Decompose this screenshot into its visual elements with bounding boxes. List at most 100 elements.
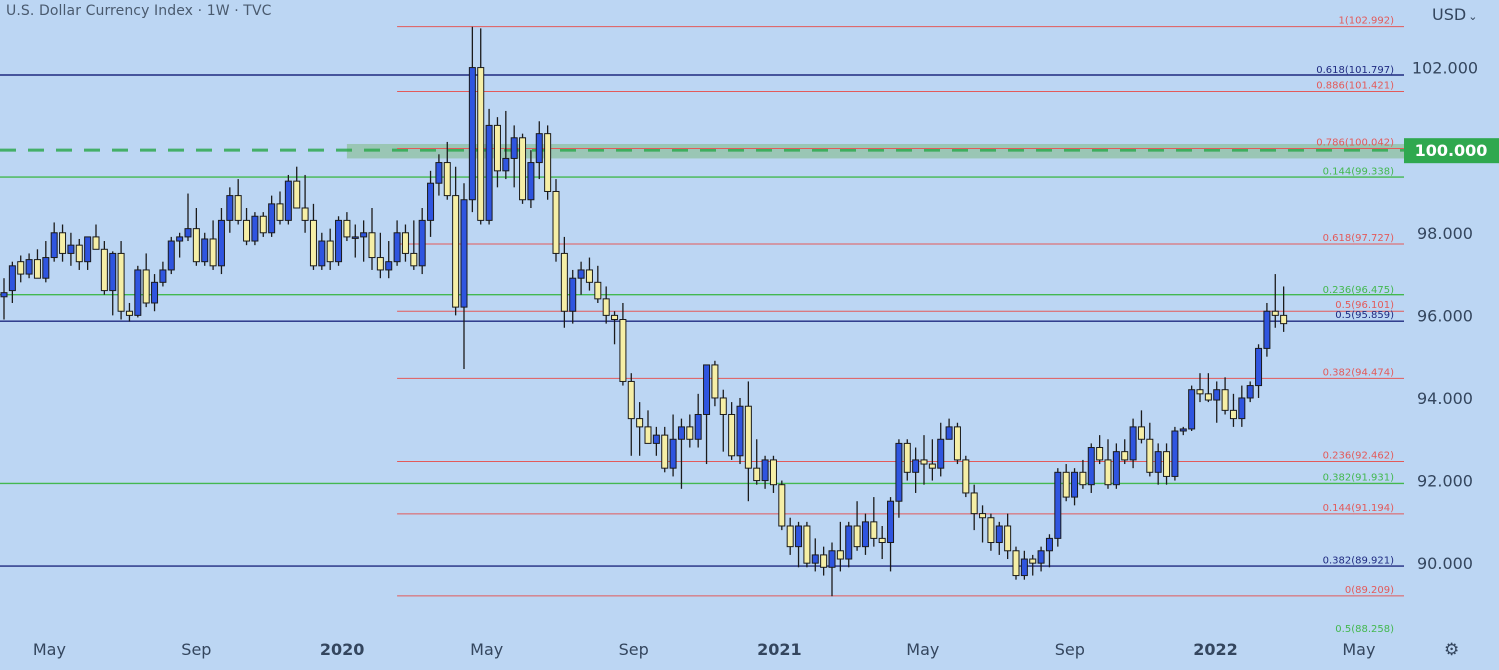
candle [677,426,685,440]
candle [293,180,301,209]
candle [652,434,660,444]
candle [611,314,619,320]
candle [535,133,543,164]
candle [795,525,803,548]
candle [920,459,928,465]
candle [544,133,552,192]
chart-title: U.S. Dollar Currency Index · 1W · TVC [6,3,272,19]
fib-label: 0.236(96.475) [1323,285,1395,296]
candle [427,182,435,221]
candle [887,500,895,544]
candle [318,240,326,267]
fib-label: 0.5(88.258) [1335,624,1394,635]
candle [987,517,995,544]
candle [937,438,945,469]
candle [619,319,627,382]
candle [42,257,50,279]
fib-label: 0.618(101.797) [1316,65,1394,76]
time-tick-label: May [906,640,939,659]
candle [1137,426,1145,440]
candle [1045,537,1053,552]
candle [134,269,142,316]
currency-selector[interactable]: USD ⌄ [1432,5,1477,24]
candle [351,236,359,239]
candle [1037,550,1045,564]
candle [903,442,911,473]
candle [753,467,761,482]
candle [167,240,175,271]
candle [368,232,376,259]
candle [443,162,451,197]
candle [694,413,702,440]
fib-label: 0(89.209) [1345,585,1394,596]
candle [870,521,878,539]
candle [995,525,1003,544]
candle [184,228,192,238]
fib-label: 0.382(89.921) [1323,555,1395,566]
candle [393,232,401,263]
candle [410,252,418,267]
candle [1171,430,1179,477]
time-tick-label: May [33,640,66,659]
candle [1246,385,1254,399]
time-tick-label: 2022 [1193,640,1238,659]
candle [159,269,167,283]
candle [117,252,125,312]
candle [953,426,961,461]
time-tick-label: Sep [1055,640,1085,659]
candle [50,232,58,259]
fibonacci-levels: 1(102.992) 0.618(101.797) 0.886(101.421) 0.… [397,16,1404,635]
candle [669,438,677,469]
current-price-label: 100.000 [1415,141,1488,160]
candle [435,162,443,184]
candle [845,525,853,560]
candle [686,426,694,440]
candle [569,277,577,312]
candle [769,459,777,486]
candle [861,521,869,548]
fib-label: 0.786(100.042) [1316,137,1394,148]
candle [75,244,83,263]
candle [1004,525,1012,552]
candle [811,554,819,564]
candle [226,195,234,221]
fib-label: 0.5(96.101) [1335,300,1394,311]
fib-label: 0.382(91.931) [1323,472,1395,483]
candle [1079,471,1087,486]
candle [1071,471,1079,498]
candle [1271,310,1279,316]
candle [585,269,593,283]
candles [0,26,1288,597]
candle [477,67,485,221]
time-axis: May Sep 2020 May Sep 2021 May Sep 2022 May [33,640,1376,659]
candle [594,281,602,300]
candle [979,513,987,519]
current-price-badge [1404,138,1499,164]
gear-icon[interactable]: ⚙ [1444,640,1460,660]
candle [1163,451,1171,477]
candle [1221,389,1229,411]
candle [1188,389,1196,430]
candle [577,269,585,279]
candle [820,554,828,568]
candle [703,364,711,415]
candle [192,228,200,263]
candle [360,232,368,238]
candle [878,537,886,544]
candle [33,259,41,279]
candle [100,248,108,292]
candle [527,162,535,201]
candle [828,550,836,568]
candle [493,124,501,172]
candle [1146,438,1154,473]
candle [59,232,67,254]
candle [217,219,225,267]
candle [17,261,25,275]
candle [1179,428,1187,432]
candle [1238,397,1246,420]
candle [928,463,936,469]
candle [644,426,652,444]
candle [1204,393,1212,401]
price-tick-label: 98.000 [1417,224,1473,243]
